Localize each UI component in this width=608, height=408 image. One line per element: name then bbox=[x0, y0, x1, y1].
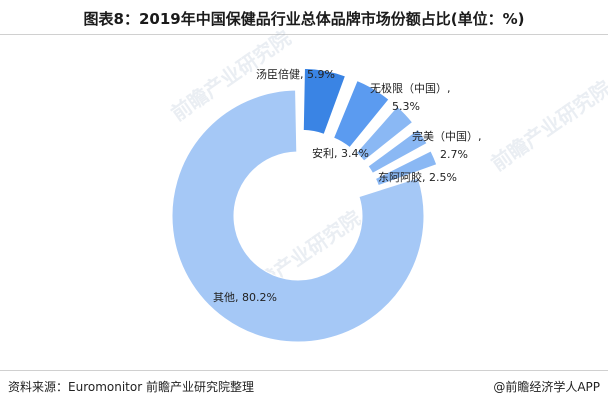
chart-title: 图表8：2019年中国保健品行业总体品牌市场份额占比(单位：%) bbox=[83, 10, 525, 28]
slice-label-anli: 安利, 3.4% bbox=[312, 146, 369, 160]
slice-label-dongeejiao: 东阿阿胶, 2.5% bbox=[378, 170, 457, 184]
slice-label-wujixian-value: 5.3% bbox=[392, 100, 420, 113]
footer-divider bbox=[0, 370, 608, 371]
slice-others bbox=[171, 89, 425, 343]
slice-wujixian bbox=[332, 79, 390, 149]
slice-label-wujixian-name: 无极限（中国）, bbox=[370, 81, 451, 95]
slice-dongeejiao bbox=[374, 150, 438, 187]
title-divider bbox=[0, 34, 608, 35]
credit-note: @前瞻经济学人APP bbox=[493, 380, 600, 394]
slice-anli bbox=[355, 105, 414, 162]
slice-label-wanmei-name: 完美（中国）, bbox=[412, 129, 482, 143]
slice-tangchen bbox=[302, 67, 347, 135]
source-note: 资料来源：Euromonitor 前瞻产业研究院整理 bbox=[8, 380, 254, 394]
donut-slices bbox=[171, 67, 438, 343]
slice-wanmei bbox=[367, 128, 428, 174]
slice-label-wanmei-value: 2.7% bbox=[440, 148, 468, 161]
slice-label-tangchen: 汤臣倍健, 5.9% bbox=[256, 67, 335, 81]
slice-label-others: 其他, 80.2% bbox=[213, 291, 277, 304]
